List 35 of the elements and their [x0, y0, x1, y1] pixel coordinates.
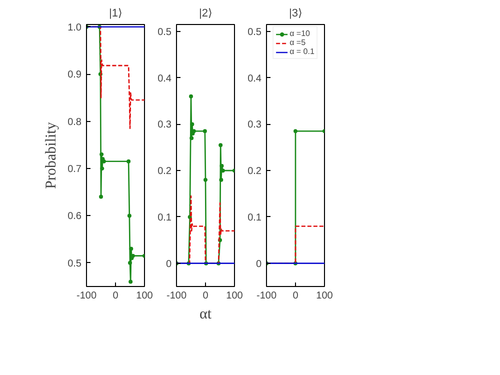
y-tick-label: 1.0 [68, 22, 82, 34]
y-tick-label: 0.7 [68, 164, 82, 175]
y-tick-label: 0.1 [158, 212, 172, 224]
y-tick-label: 0.6 [68, 211, 82, 222]
y-tick-label: 0.2 [248, 166, 262, 178]
x-tick-label: 0 [292, 290, 299, 302]
x-axis-title: αt [199, 306, 212, 322]
y-tick-label: 0.9 [68, 70, 82, 81]
chart-title: |3⟩ [289, 8, 302, 20]
y-axis-title: Probability [44, 122, 60, 189]
legend-label: α =5 [290, 38, 307, 47]
y-tick-label: 0.5 [158, 26, 172, 38]
y-tick-label: 0.3 [158, 120, 172, 131]
x-tick-label: 0 [112, 290, 119, 302]
x-tick-label: -100 [256, 290, 277, 302]
x-tick-label: -100 [76, 290, 97, 302]
y-tick-label: 0.4 [248, 73, 262, 84]
y-tick-label: 0.5 [68, 258, 82, 270]
y-tick-label: 0.1 [248, 212, 262, 224]
legend-label: α =10 [290, 29, 310, 38]
y-tick-label: 0.2 [158, 166, 172, 178]
legend-label: α = 0.1 [290, 47, 314, 56]
y-tick-label: 0 [166, 258, 172, 270]
y-tick-label: 0 [256, 258, 262, 270]
y-tick-label: 0.4 [158, 73, 172, 84]
y-tick-label: 0.5 [248, 26, 262, 38]
x-tick-label: 100 [136, 290, 154, 302]
y-tick-label: 0.8 [68, 116, 82, 128]
x-tick-label: 0 [202, 290, 209, 302]
x-tick-label: 100 [226, 290, 244, 302]
x-tick-label: 100 [316, 290, 334, 302]
chart-title: |1⟩ [109, 8, 122, 20]
y-tick-label: 0.3 [248, 120, 262, 131]
chart-title: |2⟩ [199, 8, 212, 20]
x-tick-label: -100 [166, 290, 187, 302]
